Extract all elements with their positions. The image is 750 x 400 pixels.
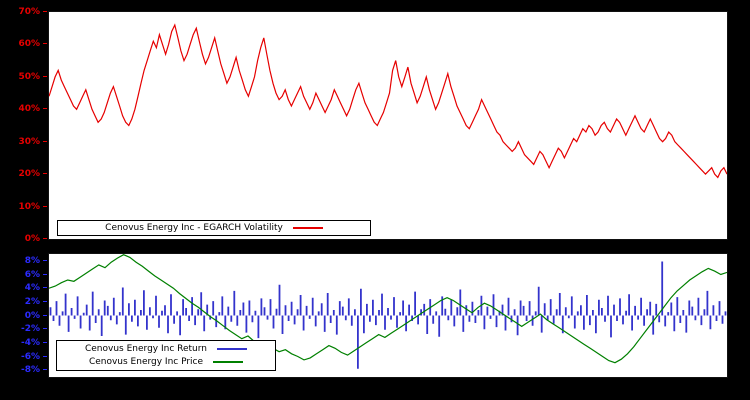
volatility-legend-label: Cenovus Energy Inc - EGARCH Volatility bbox=[105, 223, 283, 233]
return-legend-label: Cenovus Energy Inc Return bbox=[84, 344, 207, 354]
volatility-legend-line-sample bbox=[292, 227, 323, 229]
y-tick-mark bbox=[43, 369, 47, 371]
price-legend-row: Cenovus Energy Inc Price bbox=[61, 357, 271, 367]
y-tick-mark bbox=[43, 273, 47, 275]
y-tick-mark bbox=[43, 341, 47, 343]
y-tick-label: -4% bbox=[20, 337, 40, 348]
return-legend-row: Cenovus Energy Inc Return bbox=[61, 344, 271, 354]
volatility-legend: Cenovus Energy Inc - EGARCH Volatility bbox=[57, 220, 371, 236]
y-tick-label: 70% bbox=[18, 7, 40, 17]
y-tick-mark bbox=[43, 108, 47, 110]
y-tick-label: 10% bbox=[18, 201, 40, 212]
y-tick-mark bbox=[43, 11, 47, 12]
y-tick-label: 0% bbox=[24, 310, 40, 321]
y-tick-label: 0% bbox=[24, 234, 40, 244]
volatility-y-axis: 0% 10% 20% 30% 40% 50% 60% 70% bbox=[0, 0, 48, 400]
y-tick-label: 4% bbox=[24, 283, 40, 294]
y-tick-mark bbox=[43, 355, 47, 357]
return-price-chart bbox=[49, 254, 727, 369]
y-tick-label: -6% bbox=[20, 351, 40, 362]
y-tick-label: -2% bbox=[20, 324, 40, 335]
price-legend-line-sample bbox=[213, 361, 244, 363]
y-tick-mark bbox=[43, 328, 47, 330]
y-tick-label: 2% bbox=[24, 296, 40, 307]
volatility-panel: Cenovus Energy Inc - EGARCH Volatility bbox=[48, 11, 728, 240]
y-tick-label: 40% bbox=[18, 104, 40, 115]
y-tick-mark bbox=[43, 173, 47, 175]
volatility-chart bbox=[49, 23, 727, 179]
y-tick-label: 6% bbox=[24, 269, 40, 280]
y-tick-label: 30% bbox=[18, 136, 40, 147]
y-tick-label: -8% bbox=[20, 365, 40, 376]
y-tick-mark bbox=[43, 314, 47, 316]
y-tick-mark bbox=[43, 259, 47, 261]
y-tick-mark bbox=[43, 75, 47, 77]
y-tick-mark bbox=[43, 205, 47, 207]
return-price-panel: Cenovus Energy Inc Return Cenovus Energy… bbox=[48, 253, 728, 378]
y-tick-mark bbox=[43, 43, 47, 45]
return-price-legend: Cenovus Energy Inc Return Cenovus Energy… bbox=[56, 340, 276, 371]
y-tick-label: 20% bbox=[18, 169, 40, 180]
y-tick-mark bbox=[43, 140, 47, 142]
y-tick-label: 8% bbox=[24, 255, 40, 266]
y-tick-mark bbox=[43, 238, 47, 239]
return-legend-line-sample bbox=[217, 348, 247, 350]
y-tick-mark bbox=[43, 300, 47, 302]
y-tick-label: 60% bbox=[18, 39, 40, 50]
y-tick-mark bbox=[43, 287, 47, 289]
y-tick-label: 50% bbox=[18, 71, 40, 82]
price-legend-label: Cenovus Energy Inc Price bbox=[88, 357, 204, 367]
return-price-y-axis: 8% 6% 4% 2% 0% -2% -4% -6% -8% bbox=[0, 0, 48, 400]
